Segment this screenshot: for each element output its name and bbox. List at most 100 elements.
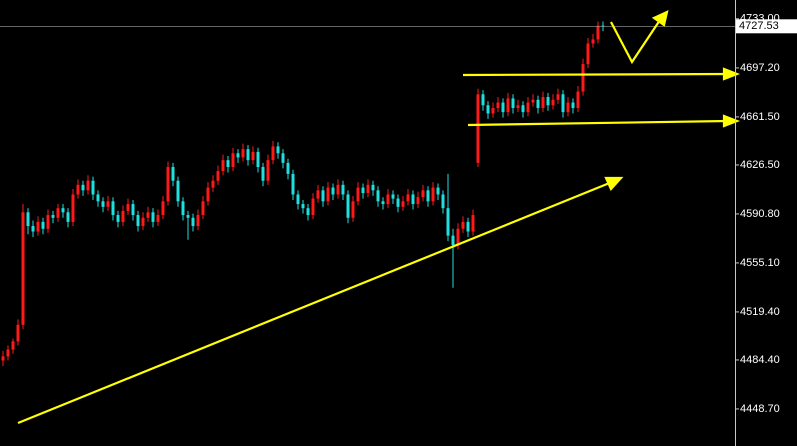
candle-body bbox=[391, 194, 395, 199]
candle-body bbox=[111, 201, 115, 216]
candle-body bbox=[76, 184, 80, 195]
candle-body bbox=[541, 97, 545, 109]
y-tick-label: 4590.80 bbox=[740, 208, 780, 220]
candle-body bbox=[421, 190, 425, 198]
candle-body bbox=[21, 212, 25, 325]
candle-body bbox=[526, 102, 530, 113]
arrowhead bbox=[651, 10, 669, 27]
candle-body bbox=[286, 162, 290, 174]
y-tick-label: 4626.50 bbox=[740, 159, 780, 171]
candle-body bbox=[86, 180, 90, 191]
candle-body bbox=[91, 180, 95, 195]
candle-body bbox=[301, 204, 305, 209]
candle-body bbox=[216, 171, 220, 181]
trend-line bbox=[17, 180, 613, 425]
candle-body bbox=[66, 212, 70, 222]
candle-body bbox=[361, 187, 365, 194]
candle-body bbox=[1, 356, 5, 361]
candle-body bbox=[581, 64, 585, 92]
candle-body bbox=[46, 215, 50, 229]
candle-body bbox=[256, 151, 260, 168]
candle-body bbox=[426, 190, 430, 202]
candle-body bbox=[196, 215, 200, 227]
candle-body bbox=[221, 160, 225, 172]
candle-body bbox=[171, 167, 175, 181]
candle-body bbox=[36, 221, 40, 232]
candle-body bbox=[306, 208, 310, 216]
candle-body bbox=[516, 105, 520, 109]
y-tick-label: 4519.40 bbox=[740, 306, 780, 318]
candle-body bbox=[236, 153, 240, 158]
y-axis-labels: 4733.004697.204661.504626.504590.804555.… bbox=[735, 13, 797, 415]
candle-body bbox=[336, 184, 340, 195]
candle-body bbox=[126, 204, 130, 211]
candle-body bbox=[146, 212, 150, 218]
candle-body bbox=[206, 187, 210, 202]
candle-body bbox=[381, 201, 385, 205]
candle-body bbox=[461, 221, 465, 229]
candle-body bbox=[486, 105, 490, 114]
candle-body bbox=[471, 215, 475, 232]
candle-body bbox=[536, 99, 540, 109]
candle-body bbox=[511, 98, 515, 109]
candle-body bbox=[201, 201, 205, 216]
candle-body bbox=[401, 201, 405, 207]
candle-body bbox=[506, 98, 510, 113]
resistance-line bbox=[462, 72, 729, 77]
candle-body bbox=[481, 94, 485, 106]
candle-body bbox=[591, 39, 595, 44]
candle-body bbox=[501, 102, 505, 113]
y-tick-label: 4661.50 bbox=[740, 111, 780, 123]
y-tick-label: 4484.40 bbox=[740, 354, 780, 366]
y-tick-label: 4448.70 bbox=[740, 403, 780, 415]
candle-body bbox=[6, 349, 10, 357]
candle-body bbox=[156, 215, 160, 222]
candle-body bbox=[456, 228, 460, 246]
candle-body bbox=[491, 108, 495, 114]
candle-body bbox=[376, 190, 380, 202]
candle-body bbox=[406, 194, 410, 202]
support-line bbox=[467, 119, 729, 127]
annotations bbox=[17, 10, 741, 425]
candle-body bbox=[231, 153, 235, 168]
candle-body bbox=[521, 105, 525, 113]
candle-body bbox=[346, 194, 350, 218]
candle-body bbox=[246, 149, 250, 161]
candle-body bbox=[211, 180, 215, 188]
candle-body bbox=[596, 25, 600, 40]
candle-body bbox=[576, 91, 580, 109]
candle-body bbox=[266, 160, 270, 181]
candle-body bbox=[121, 210, 125, 222]
y-tick-label: 4555.10 bbox=[740, 257, 780, 269]
candle-body bbox=[26, 212, 30, 227]
arrowhead bbox=[722, 67, 741, 81]
arrowhead bbox=[604, 176, 624, 191]
candle-body bbox=[106, 201, 110, 207]
candle-body bbox=[176, 180, 180, 202]
candle-body bbox=[136, 215, 140, 227]
candle-body bbox=[331, 187, 335, 195]
candle-body bbox=[351, 201, 355, 218]
candle-body bbox=[51, 215, 55, 218]
candle-body bbox=[101, 201, 105, 207]
candle-body bbox=[386, 194, 390, 205]
candle-body bbox=[166, 167, 170, 202]
candle-body bbox=[181, 201, 185, 216]
candle-body bbox=[316, 190, 320, 199]
candle-body bbox=[311, 198, 315, 216]
candle-body bbox=[116, 215, 120, 222]
zigzag-arrow bbox=[610, 19, 661, 65]
candle-body bbox=[476, 94, 480, 163]
last-price-box bbox=[736, 19, 797, 34]
candle-body bbox=[431, 187, 435, 202]
candle-body bbox=[396, 198, 400, 207]
y-tick-label: 4697.20 bbox=[740, 62, 780, 74]
candle-body bbox=[281, 153, 285, 163]
candle-body bbox=[191, 217, 195, 227]
candle-body bbox=[56, 208, 60, 218]
candle-body bbox=[496, 102, 500, 109]
candle-body bbox=[446, 208, 450, 236]
candle-body bbox=[31, 226, 35, 232]
candle-body bbox=[551, 99, 555, 106]
